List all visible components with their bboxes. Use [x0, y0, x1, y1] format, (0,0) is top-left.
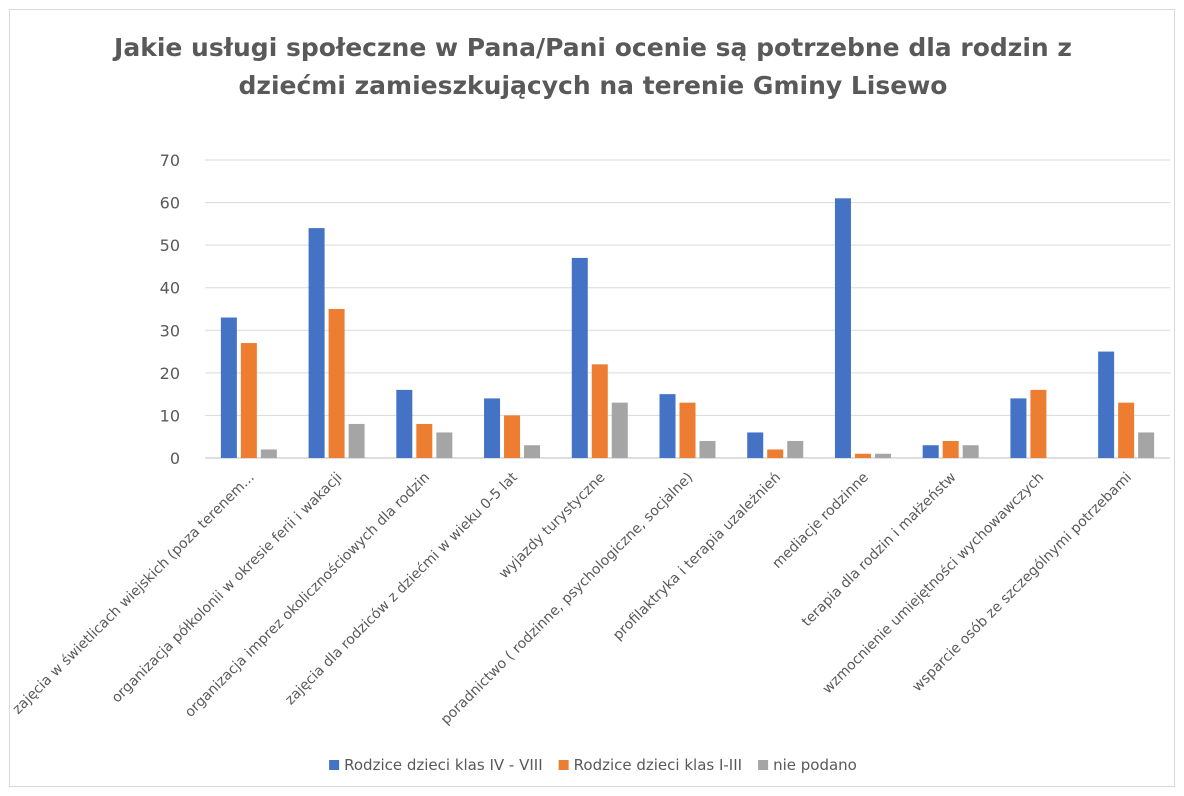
bar — [220, 317, 237, 458]
bar — [1098, 351, 1115, 458]
gridlines — [205, 159, 1170, 459]
chart-title-line-1: Jakie usługi społeczne w Pana/Pani oceni… — [112, 33, 1072, 62]
legend-swatch — [329, 760, 340, 770]
bar — [348, 423, 365, 458]
bar — [260, 449, 277, 458]
bar — [524, 445, 541, 458]
y-tick-label: 20 — [160, 364, 180, 383]
bar — [854, 453, 871, 458]
bar — [679, 402, 696, 458]
bar — [591, 364, 608, 458]
bar — [484, 398, 501, 458]
x-axis-ticks: zajęcia w świetlicach wiejskich (poza te… — [10, 469, 1135, 728]
legend-item: Rodzice dzieci klas IV - VIII — [329, 756, 543, 774]
x-tick-label: profilaktryka i terapia uzależnień — [610, 470, 784, 644]
bar — [1010, 398, 1027, 458]
bar — [396, 389, 413, 458]
legend-label: nie podano — [773, 756, 857, 774]
y-tick-label: 10 — [160, 406, 180, 425]
bar — [787, 440, 804, 458]
x-tick-label: mediacje rodzinne — [769, 470, 871, 572]
y-tick-label: 40 — [160, 279, 180, 298]
bar — [659, 394, 676, 458]
legend: Rodzice dzieci klas IV - VIII Rodzice dzi… — [329, 756, 857, 774]
bar — [874, 453, 891, 458]
bar — [1138, 432, 1155, 458]
bar — [922, 445, 939, 458]
bar — [747, 432, 764, 458]
bar — [1118, 402, 1135, 458]
chart-title-line-2: dziećmi zamieszkujących na terenie Gminy… — [239, 71, 948, 100]
legend-label: Rodzice dzieci klas I-III — [574, 756, 742, 774]
bar — [240, 343, 257, 458]
bar — [436, 432, 453, 458]
bar — [571, 257, 588, 458]
bar — [942, 440, 959, 458]
bar — [328, 309, 345, 458]
bar — [611, 402, 628, 458]
y-tick-label: 50 — [160, 236, 180, 255]
bar — [699, 440, 716, 458]
y-tick-label: 60 — [160, 194, 180, 213]
bar — [962, 445, 979, 458]
legend-item: nie podano — [758, 756, 857, 774]
x-tick-label: terapia dla rodzin i małżeństw — [799, 470, 960, 631]
y-axis-ticks: 0 10 20 30 40 50 60 70 — [160, 151, 180, 468]
bar-chart: Jakie usługi społeczne w Pana/Pani oceni… — [10, 33, 1170, 774]
legend-item: Rodzice dzieci klas I-III — [558, 756, 742, 774]
bar — [416, 423, 433, 458]
y-tick-label: 0 — [170, 449, 180, 468]
chart-frame: Jakie usługi społeczne w Pana/Pani oceni… — [9, 9, 1175, 787]
bar — [504, 415, 521, 458]
y-tick-label: 30 — [160, 321, 180, 340]
y-tick-label: 70 — [160, 151, 180, 170]
bar — [767, 449, 784, 458]
bar — [834, 198, 851, 459]
bars — [220, 198, 1155, 459]
bar — [308, 228, 325, 458]
bar — [1030, 389, 1047, 458]
legend-label: Rodzice dzieci klas IV - VIII — [344, 756, 543, 774]
legend-swatch — [758, 760, 769, 770]
legend-swatch — [558, 760, 569, 770]
